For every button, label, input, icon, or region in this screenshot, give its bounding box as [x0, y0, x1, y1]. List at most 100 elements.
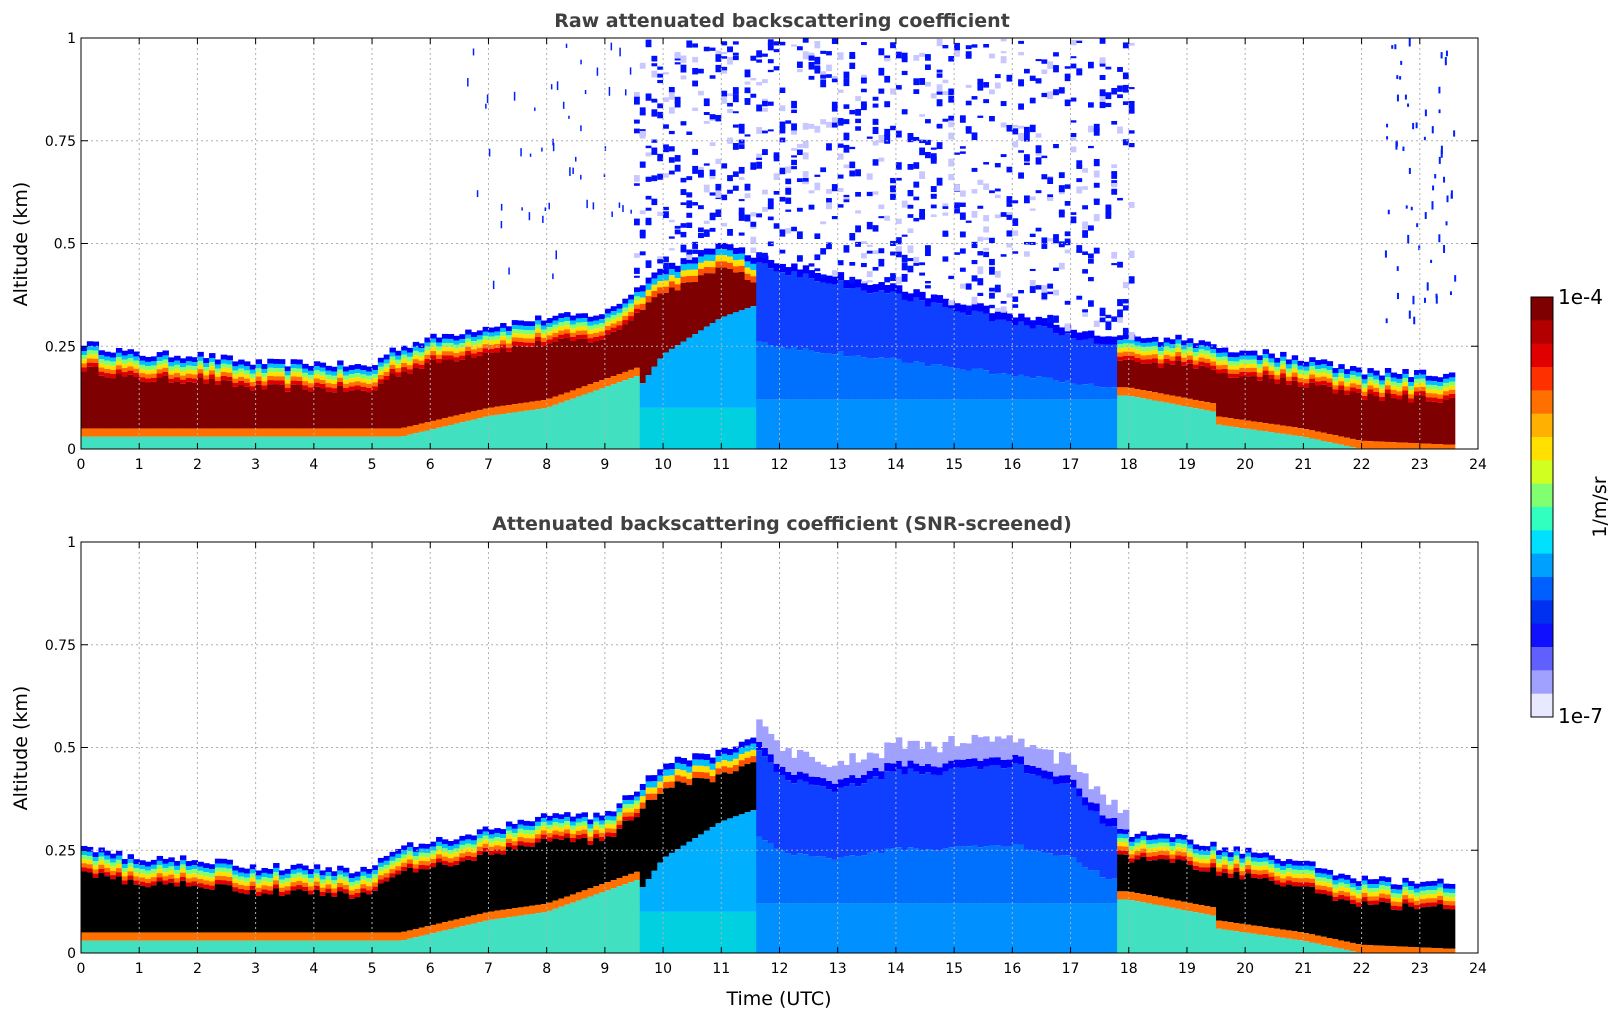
heatmap-cell	[1390, 372, 1398, 378]
heatmap-cell	[645, 781, 653, 788]
noise-speck	[1440, 145, 1443, 154]
heatmap-cell	[1396, 391, 1403, 396]
noise-speck	[1053, 267, 1059, 271]
heatmap-cell	[587, 836, 594, 841]
noise-speck	[855, 225, 861, 233]
heatmap-cell	[156, 881, 164, 933]
noise-speck	[680, 223, 687, 228]
heatmap-cell	[1256, 430, 1264, 449]
heatmap-cell	[1163, 337, 1171, 343]
heatmap-cell	[412, 860, 420, 865]
heatmap-cell	[430, 346, 437, 352]
heatmap-cell	[1204, 867, 1211, 872]
heatmap-column	[756, 719, 763, 953]
noise-speck	[750, 77, 757, 81]
heatmap-cell	[406, 369, 414, 374]
heatmap-cell	[1070, 338, 1077, 384]
heatmap-cell	[529, 409, 536, 449]
heatmap-cell	[168, 382, 175, 429]
heatmap-cell	[616, 303, 623, 309]
heatmap-column	[1256, 355, 1264, 449]
heatmap-cell	[156, 873, 164, 878]
heatmap-column	[1239, 853, 1246, 953]
heatmap-cell	[593, 315, 600, 321]
heatmap-cell	[913, 297, 920, 362]
noise-speck	[872, 103, 879, 108]
haze-cell	[1047, 749, 1054, 772]
heatmap-cell	[104, 368, 111, 374]
heatmap-column	[1198, 845, 1206, 953]
heatmap-cell	[715, 261, 722, 268]
heatmap-cell	[354, 884, 361, 889]
heatmap-cell	[698, 753, 705, 760]
heatmap-cell	[191, 940, 199, 953]
heatmap-column	[866, 136, 874, 449]
heatmap-cell	[1181, 340, 1188, 346]
heatmap-cell	[267, 868, 274, 874]
heatmap-cell	[1245, 856, 1252, 861]
heatmap-column	[1146, 337, 1153, 449]
heatmap-cell	[599, 319, 606, 324]
heatmap-cell	[1058, 399, 1066, 449]
noise-speck	[942, 45, 949, 49]
heatmap-cell	[599, 323, 606, 328]
heatmap-cell	[552, 396, 559, 405]
heatmap-cell	[465, 355, 472, 413]
heatmap-cell	[1367, 377, 1374, 382]
noise-speck	[1386, 123, 1389, 128]
heatmap-cell	[587, 888, 594, 897]
heatmap-cell	[191, 869, 199, 874]
heatmap-cell	[406, 426, 414, 435]
heatmap-cell	[1315, 381, 1322, 386]
heatmap-cell	[744, 763, 751, 813]
heatmap-column	[837, 760, 845, 953]
heatmap-cell	[948, 768, 955, 848]
heatmap-cell	[366, 379, 373, 384]
heatmap-cell	[750, 263, 757, 271]
heatmap-column	[1192, 844, 1200, 953]
heatmap-cell	[540, 912, 548, 953]
heatmap-cell	[942, 763, 949, 772]
heatmap-cell	[1047, 779, 1054, 854]
heatmap-cell	[1262, 370, 1270, 375]
heatmap-cell	[127, 854, 134, 860]
heatmap-cell	[389, 373, 396, 429]
heatmap-cell	[488, 336, 495, 341]
heatmap-cell	[593, 829, 600, 835]
heatmap-cell	[86, 868, 94, 873]
noise-speck	[1088, 102, 1094, 108]
heatmap-cell	[500, 834, 507, 839]
noise-speck	[802, 152, 809, 155]
heatmap-cell	[267, 363, 274, 368]
heatmap-cell	[1076, 384, 1083, 400]
heatmap-cell	[692, 838, 699, 912]
heatmap-cell	[913, 361, 920, 400]
noise-speck	[837, 204, 844, 208]
heatmap-cell	[500, 846, 507, 851]
heatmap-cell	[500, 323, 507, 328]
heatmap-cell	[1320, 936, 1328, 945]
heatmap-cell	[657, 769, 664, 776]
heatmap-cell	[360, 880, 367, 885]
heatmap-cell	[732, 911, 740, 953]
heatmap-cell	[535, 315, 542, 321]
heatmap-cell	[756, 741, 763, 751]
heatmap-cell	[1431, 443, 1438, 449]
heatmap-cell	[331, 392, 338, 429]
heatmap-cell	[133, 932, 140, 941]
heatmap-cell	[1128, 355, 1136, 360]
heatmap-cell	[657, 281, 664, 288]
heatmap-cell	[115, 428, 123, 437]
heatmap-column	[1146, 835, 1153, 953]
heatmap-cell	[459, 840, 466, 845]
heatmap-cell	[1315, 431, 1322, 440]
heatmap-cell	[418, 869, 426, 928]
heatmap-cell	[1367, 368, 1374, 373]
heatmap-cell	[773, 903, 781, 953]
heatmap-cell	[459, 414, 466, 423]
noise-speck	[1088, 225, 1094, 230]
heatmap-column	[436, 836, 443, 953]
heatmap-cell	[994, 399, 1002, 449]
heatmap-cell	[174, 360, 181, 365]
noise-speck	[738, 166, 745, 174]
